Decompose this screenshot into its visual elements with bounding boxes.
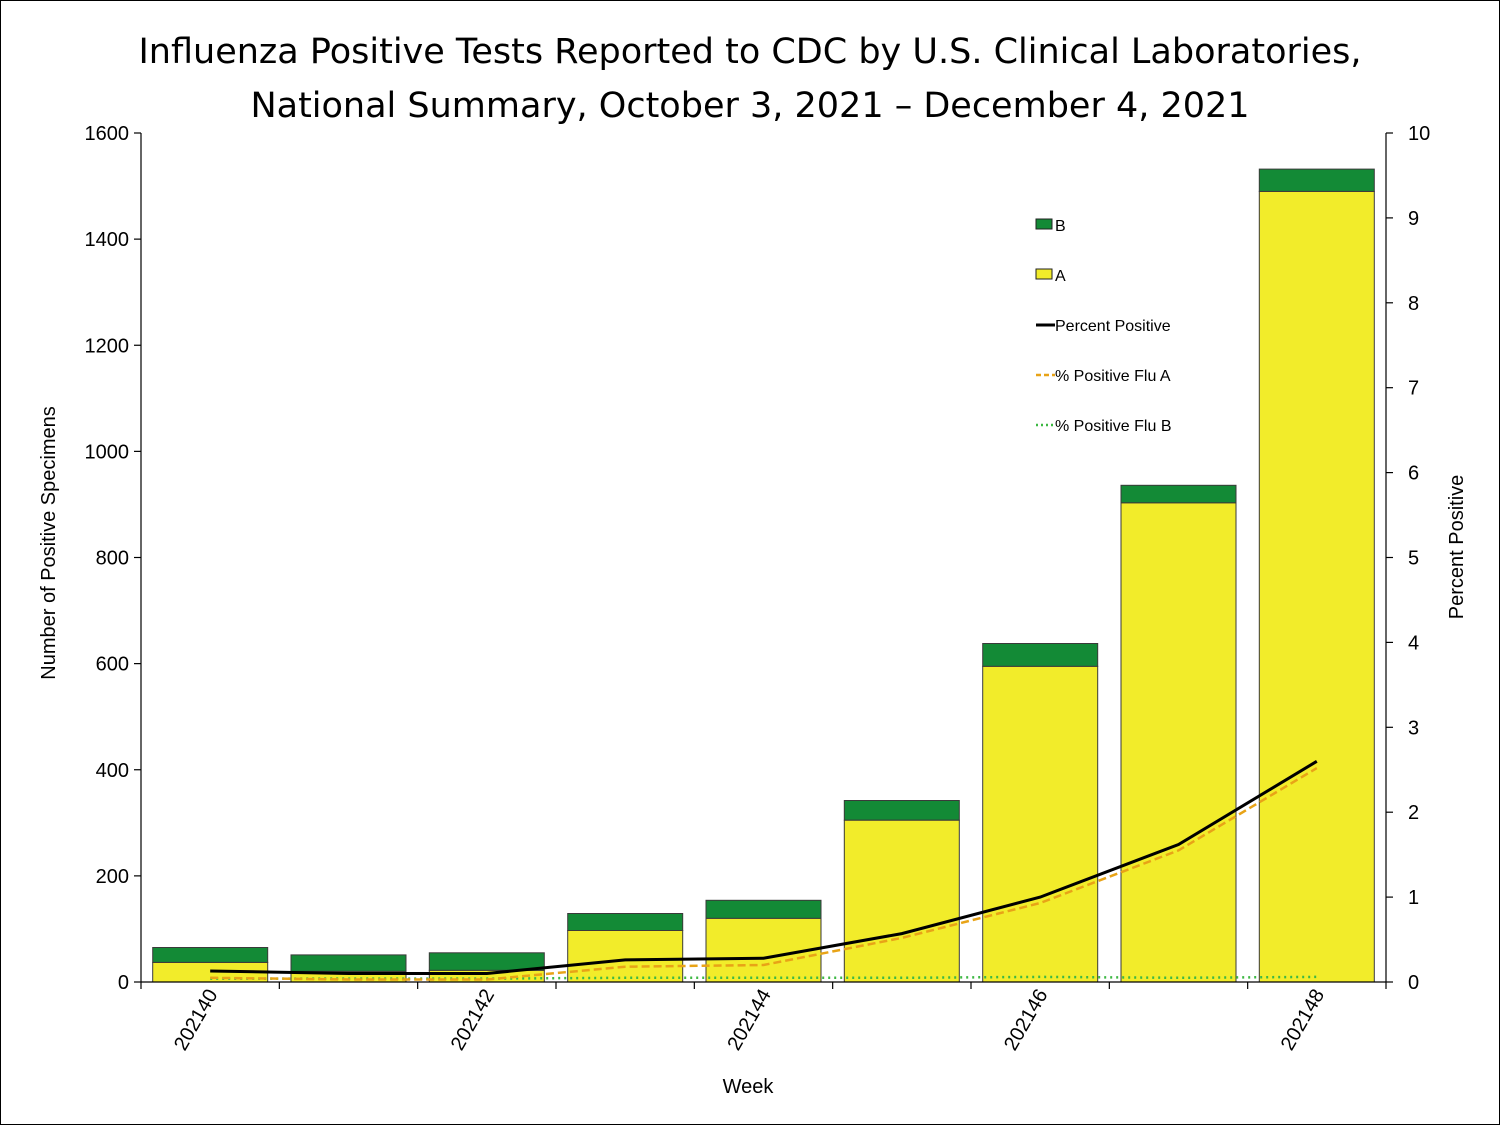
bars-layer [152,168,1375,983]
x-tick-label-202140: 202140 [170,986,222,1055]
line-percent-positive [210,760,1318,975]
legend-label-positive-flu-a: % Positive Flu A [1055,368,1171,385]
line--positive-flu-a [210,767,1318,981]
y-tick-label-400: 400 [96,760,129,782]
bar-b-202142 [428,952,545,971]
x-tick-label-202148: 202148 [1277,986,1329,1055]
bar-b-202144 [705,899,822,919]
y2-tick-label-7: 7 [1408,378,1419,400]
legend-swatch-b [1035,218,1053,230]
bar-b-202140 [152,947,269,963]
x-tick-label-202146: 202146 [1000,986,1052,1055]
y2-tick-label-3: 3 [1408,717,1419,739]
y2-axis-label: Percent Positive [1446,475,1468,620]
y-tick-label-0: 0 [118,972,129,994]
y2-tick-label-5: 5 [1408,548,1419,570]
line--positive-flu-b [210,975,1317,980]
y2-tick-label-1: 1 [1408,887,1419,909]
bar-b-202143 [567,913,684,931]
y2-tick-label-4: 4 [1408,632,1419,654]
legend-swatch-a [1035,268,1053,280]
bar-b-202145 [843,800,960,821]
y-tick-label-600: 600 [96,654,129,676]
x-tick-label-202142: 202142 [447,986,499,1055]
y-tick-label-1200: 1200 [85,335,130,357]
legend-label-positive-flu-b: % Positive Flu B [1055,418,1171,435]
y-tick-label-1000: 1000 [85,441,130,463]
y-axis-label: Number of Positive Specimens [38,406,60,679]
lines-layer [210,760,1318,981]
bar-a-202143 [567,930,684,983]
bar-b-202146 [982,643,1099,667]
y-tick-label-1600: 1600 [85,123,130,145]
y2-tick-label-10: 10 [1408,123,1430,145]
x-tick-label-202144: 202144 [723,986,775,1055]
bar-a-202147 [1120,502,1237,983]
y2-tick-label-6: 6 [1408,463,1419,485]
legend-label-percent-positive: Percent Positive [1055,318,1171,335]
y2-tick-label-0: 0 [1408,972,1419,994]
x-axis-label: Week [723,1076,775,1098]
bar-a-202146 [982,665,1099,983]
bar-b-202148 [1258,168,1375,192]
legend-label-b: B [1055,218,1066,235]
chart-title-line-1: Influenza Positive Tests Reported to CDC… [138,32,1362,72]
y-tick-label-200: 200 [96,866,129,888]
y2-tick-label-9: 9 [1408,208,1419,230]
y-tick-label-1400: 1400 [85,229,130,251]
y-tick-label-800: 800 [96,548,129,570]
y2-tick-label-8: 8 [1408,293,1419,315]
legend-label-a: A [1055,268,1066,285]
chart-title-line-2: National Summary, October 3, 2021 – Dece… [250,86,1250,126]
legend: B A Percent Positive % Positive Flu A % Posi… [1035,218,1171,435]
bar-b-202141 [290,954,407,972]
bar-a-202145 [843,819,960,983]
bar-a-202148 [1258,190,1375,983]
y2-tick-label-2: 2 [1408,802,1419,824]
bar-b-202147 [1120,484,1237,504]
